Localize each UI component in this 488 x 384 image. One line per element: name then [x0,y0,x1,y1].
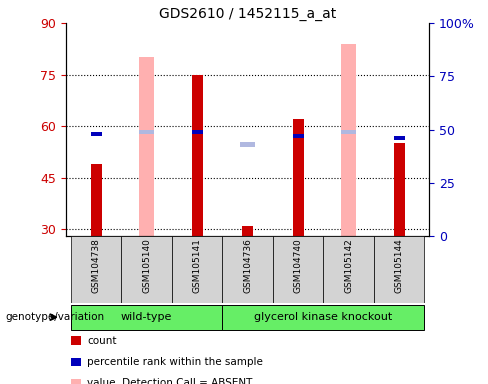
Bar [91,164,102,236]
Bar [223,305,425,329]
Text: value, Detection Call = ABSENT: value, Detection Call = ABSENT [87,378,253,384]
Bar [71,236,122,303]
Bar [374,236,425,303]
Bar [341,130,356,134]
Bar [293,134,304,138]
Text: genotype/variation: genotype/variation [5,312,104,322]
Bar [192,130,203,134]
Bar [341,44,356,236]
Text: GSM105141: GSM105141 [193,238,202,293]
Bar [394,136,405,140]
Bar [240,142,255,147]
Bar [172,236,223,303]
Text: GSM105140: GSM105140 [142,238,151,293]
Text: GSM105144: GSM105144 [395,238,404,293]
Bar [273,236,324,303]
Text: GSM104740: GSM104740 [294,238,303,293]
Text: glycerol kinase knockout: glycerol kinase knockout [254,312,392,322]
Text: percentile rank within the sample: percentile rank within the sample [87,357,263,367]
Bar [192,74,203,236]
Bar [139,130,154,134]
Bar [394,143,405,236]
Bar [242,226,253,236]
Text: wild-type: wild-type [121,312,172,322]
Bar [71,305,223,329]
Bar [293,119,304,236]
Title: GDS2610 / 1452115_a_at: GDS2610 / 1452115_a_at [159,7,336,21]
Bar [223,236,273,303]
Text: count: count [87,336,117,346]
Bar [139,58,154,236]
Bar [122,236,172,303]
Text: GSM104738: GSM104738 [92,238,101,293]
Bar [324,236,374,303]
Text: GSM104736: GSM104736 [243,238,252,293]
Text: GSM105142: GSM105142 [344,238,353,293]
Bar [91,132,102,136]
